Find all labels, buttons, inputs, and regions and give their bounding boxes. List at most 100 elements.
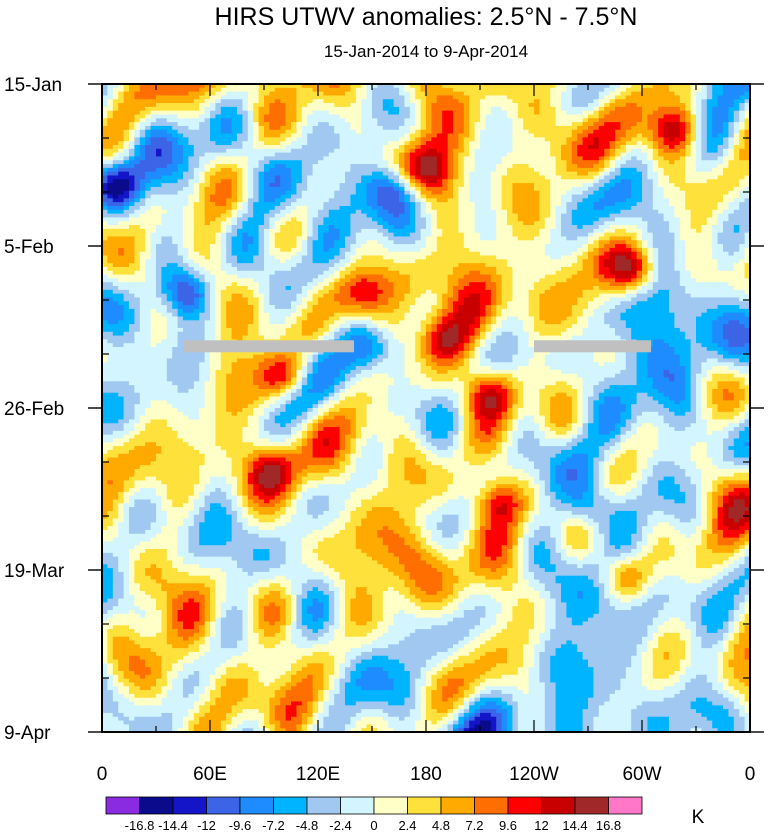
field-cell [123, 205, 130, 211]
field-cell [534, 236, 540, 241]
field-cell [188, 99, 195, 104]
field-cell [156, 103, 162, 108]
field-cell [642, 152, 648, 158]
field-cell [280, 152, 287, 158]
field-cell [183, 232, 189, 238]
field-cell [377, 110, 384, 116]
field-cell [361, 198, 368, 203]
field-cell [604, 175, 611, 180]
field-cell [539, 91, 546, 97]
field-cell [712, 186, 719, 192]
field-cell [507, 175, 513, 180]
field-cell [420, 217, 427, 222]
field-cell [237, 221, 243, 226]
field-cell [485, 144, 492, 150]
field-cell [717, 110, 724, 116]
field-cell [598, 110, 605, 116]
field-cell [156, 167, 162, 173]
field-cell [409, 156, 416, 161]
field-cell [280, 144, 287, 150]
field-cell [420, 133, 427, 138]
field-cell [561, 228, 567, 234]
field-cell [739, 99, 746, 104]
field-cell [296, 91, 303, 97]
field-cell [188, 232, 195, 238]
field-cell [166, 179, 173, 184]
field-cell [404, 171, 411, 177]
field-cell [372, 232, 378, 238]
field-cell [355, 99, 362, 104]
field-cell [253, 179, 260, 184]
field-cell [669, 95, 675, 100]
field-cell [658, 84, 665, 89]
field-cell [161, 156, 168, 161]
field-cell [204, 106, 211, 112]
field-cell [296, 118, 303, 123]
field-cell [118, 194, 125, 199]
field-cell [177, 160, 184, 165]
field-cell [318, 217, 324, 222]
field-cell [717, 129, 724, 135]
field-cell [242, 186, 249, 192]
field-cell [739, 194, 746, 199]
field-cell [307, 194, 314, 199]
field-cell [134, 103, 141, 108]
field-cell [188, 152, 195, 158]
field-cell [733, 110, 740, 116]
field-cell [318, 167, 324, 173]
field-cell [258, 125, 265, 131]
field-cell [318, 122, 324, 127]
field-cell [642, 87, 648, 93]
field-cell [139, 179, 146, 184]
field-cell [355, 95, 362, 100]
field-cell [571, 133, 578, 138]
field-cell [355, 118, 362, 123]
field-cell [679, 225, 686, 230]
field-cell [253, 198, 260, 203]
field-cell [318, 225, 324, 230]
field-cell [582, 110, 589, 116]
field-cell [723, 202, 729, 207]
field-cell [274, 213, 281, 219]
field-cell [274, 106, 281, 112]
field-cell [679, 141, 686, 146]
field-cell [339, 99, 346, 104]
field-cell [237, 148, 243, 154]
field-cell [647, 175, 654, 180]
field-cell [669, 228, 675, 234]
field-cell [258, 167, 265, 173]
field-cell [426, 221, 432, 226]
field-cell [544, 236, 551, 241]
field-cell [615, 236, 621, 241]
field-cell [690, 205, 697, 211]
field-cell [204, 236, 211, 241]
field-cell [447, 164, 454, 169]
field-cell [204, 232, 211, 238]
field-cell [717, 228, 724, 234]
field-cell [382, 160, 389, 165]
field-cell [728, 225, 735, 230]
field-cell [258, 99, 265, 104]
field-cell [566, 160, 573, 165]
field-cell [728, 148, 735, 154]
field-cell [474, 225, 481, 230]
field-cell [199, 217, 206, 222]
field-cell [220, 84, 227, 89]
field-cell [134, 133, 141, 138]
field-cell [609, 152, 616, 158]
field-cell [474, 137, 481, 142]
field-cell [442, 144, 449, 150]
field-cell [355, 167, 362, 173]
field-cell [436, 122, 443, 127]
field-cell [382, 84, 389, 89]
field-cell [231, 183, 238, 188]
field-cell [237, 198, 243, 203]
field-cell [728, 198, 735, 203]
field-cell [550, 118, 557, 123]
field-cell [107, 110, 114, 116]
field-cell [739, 236, 746, 241]
field-cell [102, 87, 108, 93]
field-cell [679, 160, 686, 165]
field-cell [264, 209, 270, 215]
field-cell [280, 171, 287, 177]
